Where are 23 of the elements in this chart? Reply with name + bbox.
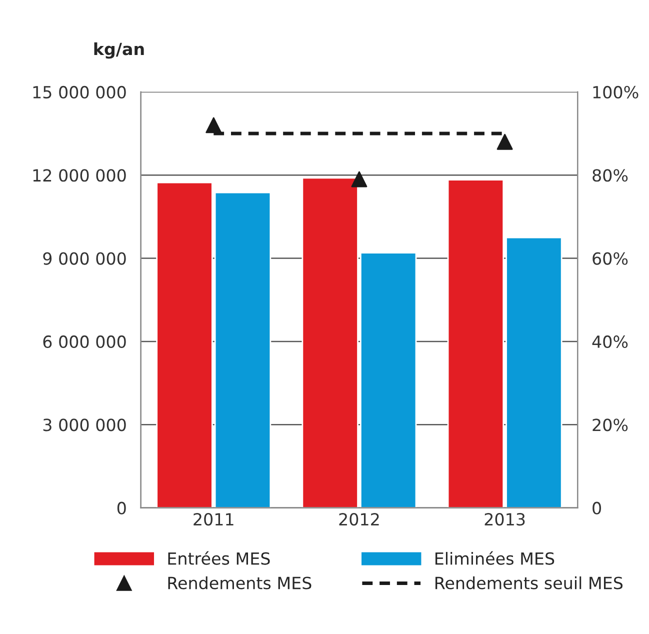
y-tick-label: 0 [117,502,126,514]
y2-tick-label: 60% [592,252,628,265]
point [351,171,368,188]
y-axis-title: kg/an [94,42,144,59]
y2-tick-label: 80% [592,169,628,182]
legend-label: Rendements seuil MES [435,576,623,590]
y2-tick-label: 40% [592,335,628,348]
legend-label: Rendements MES [168,576,312,590]
y-tick-label: 12 000 000 [33,169,126,182]
legend-label: Eliminées MES [435,551,554,565]
y2-tick-label: 0 [592,502,601,514]
y2-tick-label: 100% [593,86,638,98]
x-tick-label: 2012 [339,512,379,526]
y-tick-label: 9 000 000 [43,252,126,265]
legend-label: Entrées MES [168,551,270,565]
y-tick-label: 3 000 000 [43,418,126,432]
y2-tick-label: 20% [592,418,628,432]
y-tick-label: 6 000 000 [43,335,126,348]
point [206,117,222,134]
point [496,134,513,150]
y-tick-label: 15 000 000 [33,86,126,98]
x-tick-label: 2011 [194,512,234,526]
x-tick-label: 2013 [484,512,525,526]
